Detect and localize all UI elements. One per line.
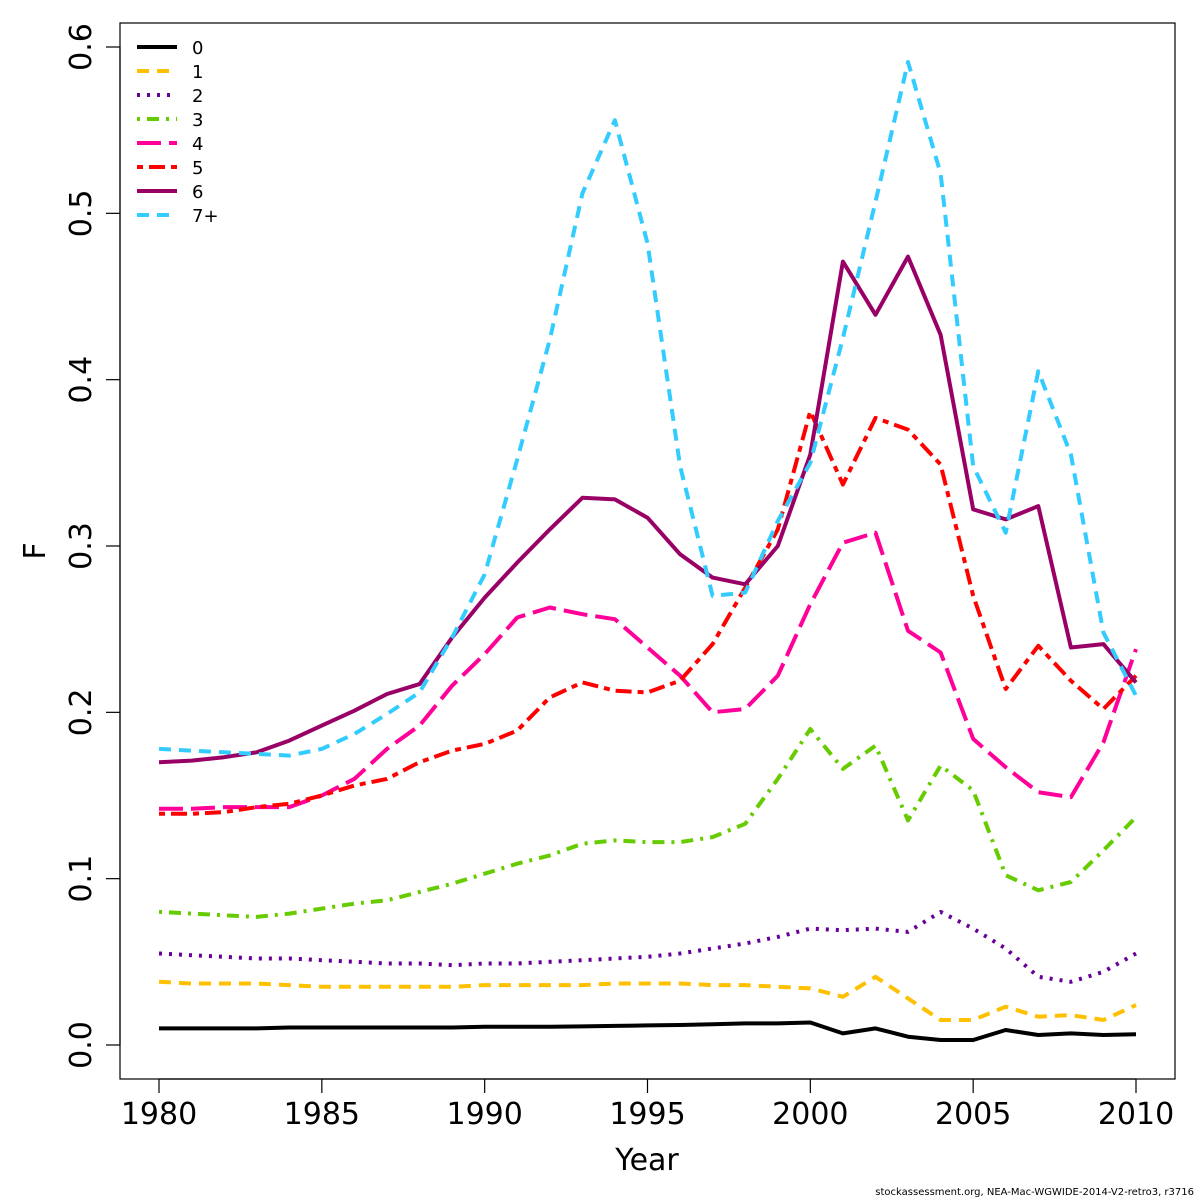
x-tick-label: 2010 xyxy=(1098,1097,1174,1132)
x-axis-title: Year xyxy=(614,1143,679,1178)
legend-label: 5 xyxy=(192,158,203,179)
y-tick-label: 0.5 xyxy=(64,189,99,237)
x-tick-label: 1980 xyxy=(121,1097,197,1132)
series-layer xyxy=(158,60,1138,1042)
series-line-7plus xyxy=(158,60,1138,758)
x-tick-label: 1990 xyxy=(446,1097,522,1132)
x-tick-label: 1995 xyxy=(609,1097,685,1132)
legend-label: 2 xyxy=(192,86,203,107)
y-tick-label: 0.0 xyxy=(64,1021,99,1069)
legend: 0 1 2 3 4 5 6 7+ xyxy=(137,38,219,227)
x-tick-label: 1985 xyxy=(284,1097,360,1132)
x-tick-label: 2005 xyxy=(935,1097,1011,1132)
series-line-5 xyxy=(159,409,1138,816)
legend-label: 1 xyxy=(192,62,203,83)
y-axis-title: F xyxy=(18,542,53,559)
series-line-4 xyxy=(159,530,1138,811)
legend-label: 6 xyxy=(192,182,203,203)
x-axis: 1980 1985 1990 1995 2000 2005 2010 xyxy=(121,1078,1174,1132)
y-tick-label: 0.6 xyxy=(64,23,99,71)
source-credit: stockassessment.org, NEA-Mac-WGWIDE-2014… xyxy=(875,1187,1194,1198)
series-line-6 xyxy=(158,254,1138,765)
y-axis: 0.0 0.1 0.2 0.3 0.4 0.5 0.6 xyxy=(64,23,121,1069)
legend-label: 0 xyxy=(192,38,203,59)
y-tick-label: 0.4 xyxy=(64,356,99,404)
y-tick-label: 0.2 xyxy=(64,688,99,736)
series-line-3 xyxy=(158,727,1138,919)
series-line-1 xyxy=(158,974,1137,1022)
legend-label: 4 xyxy=(192,134,203,155)
y-tick-label: 0.3 xyxy=(64,522,99,570)
y-tick-label: 0.1 xyxy=(64,855,99,903)
legend-label: 7+ xyxy=(192,206,219,227)
legend-label: 3 xyxy=(192,110,203,131)
series-line-2 xyxy=(158,909,1137,984)
plot-frame xyxy=(119,22,1176,1080)
series-line-0 xyxy=(159,1020,1137,1042)
x-tick-label: 2000 xyxy=(772,1097,848,1132)
